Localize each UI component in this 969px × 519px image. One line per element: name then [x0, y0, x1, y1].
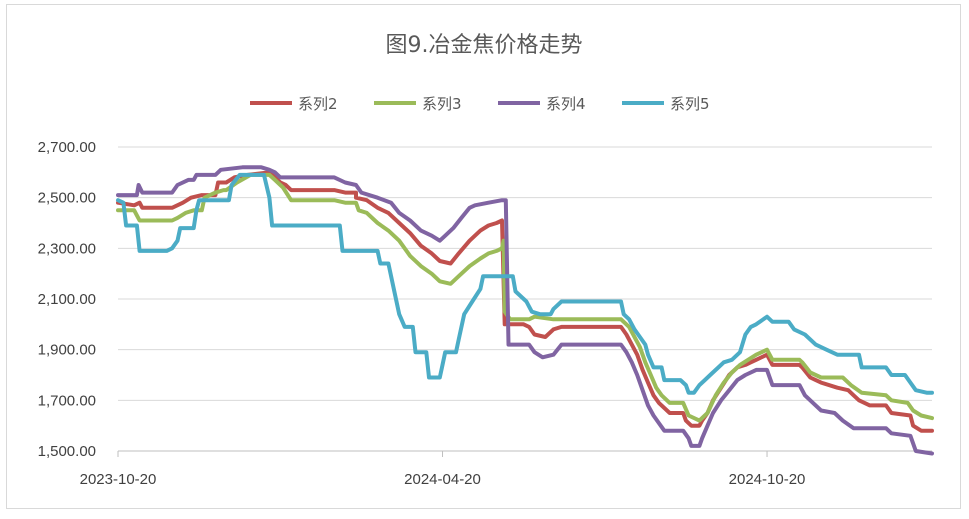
x-tick-label: 2023-10-20: [80, 471, 157, 488]
y-tick-label: 1,500.00: [38, 443, 96, 460]
y-tick-label: 1,900.00: [38, 342, 96, 359]
legend-label: 系列5: [670, 95, 710, 113]
legend: 系列2 系列3 系列4 系列5: [250, 95, 710, 113]
series-group: [116, 165, 934, 456]
series-line-4: [116, 165, 934, 456]
y-axis: 1,500.00 1,700.00 1,900.00 2,100.00 2,300.00…: [38, 139, 96, 460]
grid: [118, 146, 932, 452]
x-axis: 2023-10-20 2024-04-20 2024-10-20: [80, 451, 806, 488]
y-tick-label: 2,700.00: [38, 139, 96, 156]
x-tick-label: 2024-04-20: [404, 471, 481, 488]
series-line-5: [116, 172, 934, 395]
y-tick-label: 2,500.00: [38, 190, 96, 207]
y-tick-label: 2,100.00: [38, 291, 96, 308]
y-tick-label: 1,700.00: [38, 392, 96, 409]
x-tick-label: 2024-10-20: [729, 471, 806, 488]
y-tick-label: 2,300.00: [38, 240, 96, 257]
chart-title: 图9.冶金焦价格走势: [386, 33, 583, 58]
legend-label: 系列2: [298, 95, 338, 113]
legend-label: 系列3: [422, 95, 462, 113]
legend-label: 系列4: [546, 95, 586, 113]
